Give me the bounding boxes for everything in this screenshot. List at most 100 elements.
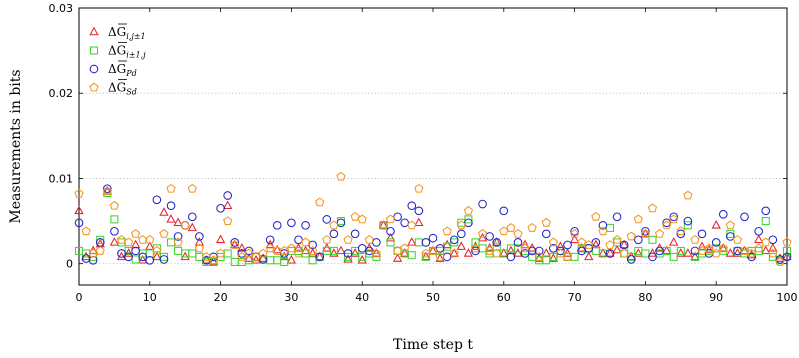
circle-point [782,252,792,262]
pentagon-point [754,243,764,253]
circle-point [591,238,601,247]
legend-label-sub: Sd [126,88,137,97]
x-tick-label: 70 [568,291,582,304]
square-point [605,223,615,232]
circle-point [633,235,643,245]
square-point [549,252,558,261]
triangle-point [371,248,382,257]
circle-point [641,226,650,236]
pentagon-point [640,229,651,238]
circle-point [102,184,112,194]
circle-point [350,229,360,239]
triangle-point [329,248,339,257]
pentagon-point [152,246,162,255]
pentagon-point [407,220,417,230]
circle-point [718,209,728,219]
y-tick-label: 0.01 [49,172,74,185]
triangle-point [598,248,608,257]
circle-point [676,229,686,239]
triangle-point [244,253,254,262]
pentagon-point [187,183,197,193]
circle-point [138,252,148,262]
square-point [471,238,480,247]
pentagon-point [690,234,700,244]
legend-item: ΔGSd [89,79,137,97]
square-point [782,246,792,255]
square-point [407,251,416,260]
square-point [273,256,282,265]
triangle-point [123,248,134,257]
pentagon-point [322,234,332,244]
pentagon-point [732,234,743,244]
pentagon-point [173,237,183,247]
series-circle [74,184,792,265]
circle-point [598,221,608,230]
triangle-point [109,237,120,246]
triangle-point [166,214,176,223]
triangle-point [223,200,233,209]
circle-point [478,199,487,209]
triangle-point [400,248,410,257]
pentagon-point [605,240,615,249]
circle-point [442,252,452,262]
square-point [344,252,353,261]
circle-point [216,203,225,213]
triangle-point [647,248,658,257]
triangle-point [180,251,190,261]
circle-point [428,233,438,243]
pentagon-point [704,243,714,253]
pentagon-point [761,237,771,247]
triangle-point [88,245,98,255]
pentagon-point [562,252,573,261]
triangle-point [775,253,785,262]
circle-point [386,226,395,236]
circle-point [223,191,233,200]
pentagon-point [102,186,112,196]
circle-point [152,195,162,205]
pentagon-point [548,237,558,247]
circle-point [230,238,240,247]
triangle-point [159,207,169,216]
pentagon-point [647,203,658,213]
pentagon-point [145,234,155,244]
square-point [386,238,395,247]
legend-circle-icon [89,64,99,74]
pentagon-point [109,200,120,210]
triangle-point [761,245,771,255]
circle-point [287,218,296,228]
triangle-point [215,234,226,244]
pentagon-point [251,252,261,261]
pentagon-point [506,223,516,232]
pentagon-point [400,243,410,253]
pentagon-point [612,234,622,244]
pentagon-point [258,248,268,258]
triangle-point [315,251,325,261]
square-point [648,235,657,244]
square-point [570,252,579,261]
square-point [223,249,232,258]
pentagon-point [768,248,778,258]
triangle-point [414,217,424,227]
x-axis-label: Time step t [393,337,473,353]
pentagon-point [654,229,665,238]
square-point [641,249,650,258]
pentagon-point [775,257,785,266]
triangle-point [711,220,721,229]
triangle-point [392,253,403,262]
square-point [450,238,459,247]
pentagon-point [485,246,495,255]
legend-item: ΔGPd [89,60,137,78]
square-point [761,217,770,226]
square-point [351,246,360,255]
circle-point [343,249,353,258]
circle-point [556,246,565,256]
pentagon-point [201,252,212,261]
pentagon-point [569,229,580,238]
triangle-point [506,245,516,255]
square-point [669,252,678,261]
x-tick-label: 40 [355,291,369,304]
circle-point [485,232,494,241]
triangle-point [449,248,459,257]
x-tick-label: 80 [638,291,652,304]
triangle-point [584,251,594,261]
